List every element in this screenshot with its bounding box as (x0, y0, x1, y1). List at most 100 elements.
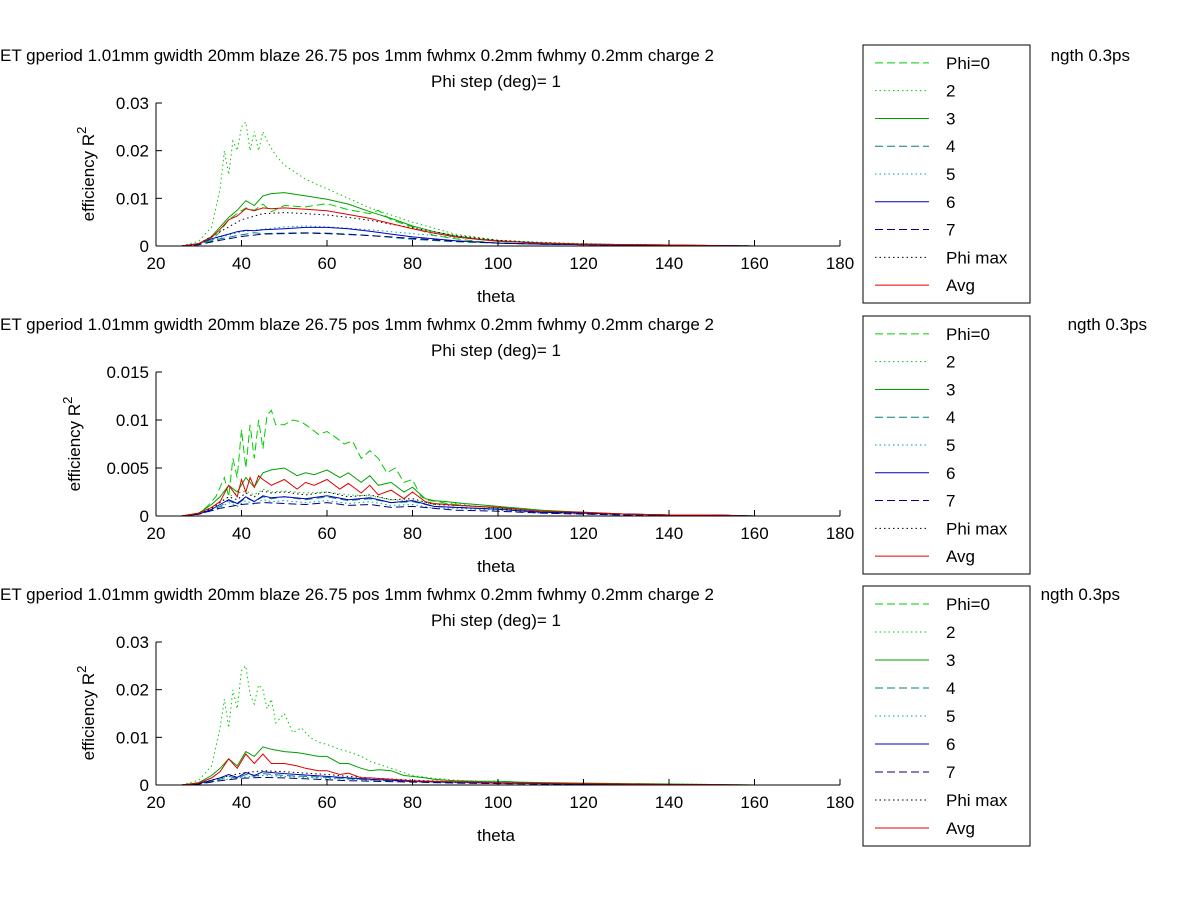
subplot-3-series-line-4 (181, 773, 798, 786)
subplot-1-series-line-2 (181, 120, 798, 247)
subplot-2-y-tick-label: 0 (140, 507, 149, 526)
subplot-1-series-line-7 (181, 232, 798, 247)
subplot-2-title-line2: Phi step (deg)= 1 (431, 341, 561, 360)
subplot-2-x-tick-label: 140 (655, 524, 683, 543)
subplot-3-legend-label: Phi=0 (946, 595, 990, 614)
subplot-2-y-ticks: 0 0.005 0.01 0.015 (106, 363, 162, 526)
subplot-1-legend: Phi=0 2 3 4 5 6 7 Phi max Avg (862, 44, 1031, 304)
subplot-3-y-ticks: 0 0.01 0.02 0.03 (116, 633, 162, 795)
subplot-3-plot-area (156, 642, 840, 785)
subplot-1-x-tick-label: 100 (484, 254, 512, 273)
subplot-3-x-tick-label: 20 (147, 793, 166, 812)
subplot-1-series-line-9 (181, 207, 798, 247)
subplot-2-x-tick-label: 60 (318, 524, 337, 543)
subplot-2-ylabel-text: efficiency R (65, 404, 84, 492)
subplot-3-legend-label: 6 (946, 735, 955, 754)
subplot-2-x-tick-label: 160 (740, 524, 768, 543)
subplot-3: ET gperiod 1.01mm gwidth 20mm blaze 26.7… (0, 585, 1120, 847)
subplot-2-x-tick-label: 20 (147, 524, 166, 543)
subplot-3-legend-box (862, 585, 1031, 847)
subplot-2-y-tick-label: 0.005 (106, 459, 149, 478)
subplot-1-title-tail: ngth 0.3ps (1051, 46, 1130, 65)
subplot-1-legend-label: 6 (946, 193, 955, 212)
subplot-1-x-tick-label: 140 (655, 254, 683, 273)
subplot-3-series-line-2 (181, 664, 798, 786)
subplot-2-legend-label: 3 (946, 380, 955, 399)
subplot-1-ylabel-sup: 2 (74, 127, 89, 134)
subplot-3-x-tick-label: 40 (232, 793, 251, 812)
subplot-2-x-tick-label: 40 (232, 524, 251, 543)
subplot-2-legend-label: 4 (946, 408, 955, 427)
subplot-2-legend-label: 5 (946, 436, 955, 455)
subplot-3-x-tick-label: 140 (655, 793, 683, 812)
subplot-1-x-tick-label: 120 (569, 254, 597, 273)
subplot-3-ylabel-text: efficiency R (79, 673, 98, 761)
subplot-2-series-line-5 (181, 499, 798, 517)
subplot-3-x-tick-label: 160 (740, 793, 768, 812)
subplot-2-legend-box (862, 315, 1031, 575)
subplot-2-series (181, 409, 798, 517)
subplot-1-x-tick-label: 20 (147, 254, 166, 273)
subplot-3-title-line1: ET gperiod 1.01mm gwidth 20mm blaze 26.7… (0, 585, 714, 604)
subplot-3-y-tick-label: 0 (140, 776, 149, 795)
subplot-1-x-tick-label: 80 (403, 254, 422, 273)
subplot-3-legend-label: 5 (946, 707, 955, 726)
subplot-3-legend-label: 4 (946, 679, 955, 698)
subplot-1: ET gperiod 1.01mm gwidth 20mm blaze 26.7… (0, 44, 1130, 306)
subplot-2-legend-label: 7 (946, 492, 955, 511)
subplot-1-series (181, 120, 798, 247)
subplot-1-legend-label: 5 (946, 165, 955, 184)
subplot-2-x-tick-label: 120 (569, 524, 597, 543)
subplot-3-ylabel: efficiency R2 (74, 666, 98, 761)
subplot-3-x-tick-label: 100 (484, 793, 512, 812)
subplot-3-x-tick-label: 80 (403, 793, 422, 812)
subplot-1-legend-label: 4 (946, 137, 955, 156)
subplot-3-y-tick-label: 0.01 (116, 728, 149, 747)
subplot-1-ylabel-text: efficiency R (79, 134, 98, 222)
subplot-2-ylabel-sup: 2 (60, 397, 75, 404)
subplot-3-legend-label: 7 (946, 763, 955, 782)
subplot-1-x-tick-label: 160 (740, 254, 768, 273)
subplot-1-x-tick-label: 40 (232, 254, 251, 273)
subplot-2: ET gperiod 1.01mm gwidth 20mm blaze 26.7… (0, 315, 1147, 576)
subplot-1-xlabel: theta (477, 287, 515, 306)
subplot-2-y-tick-label: 0.01 (116, 411, 149, 430)
subplot-2-ylabel: efficiency R2 (60, 397, 84, 492)
subplot-1-x-tick-label: 180 (826, 254, 854, 273)
subplot-1-x-tick-label: 60 (318, 254, 337, 273)
subplot-2-series-line-9 (181, 474, 798, 517)
subplot-3-xlabel: theta (477, 826, 515, 845)
subplot-3-x-tick-label: 180 (826, 793, 854, 812)
subplot-2-legend-label: Phi max (946, 519, 1008, 538)
subplot-1-y-tick-label: 0.02 (116, 142, 149, 161)
subplot-3-legend-label: 3 (946, 651, 955, 670)
subplot-1-ylabel: efficiency R2 (74, 127, 98, 222)
subplot-1-legend-label: 3 (946, 109, 955, 128)
subplot-3-y-tick-label: 0.02 (116, 681, 149, 700)
subplot-2-title-tail: ngth 0.3ps (1068, 315, 1147, 334)
subplot-1-title-line2: Phi step (deg)= 1 (431, 72, 561, 91)
subplot-1-legend-box (862, 44, 1031, 304)
subplot-1-plot-area (156, 103, 840, 246)
subplot-1-y-tick-label: 0.01 (116, 189, 149, 208)
subplot-3-y-tick-label: 0.03 (116, 633, 149, 652)
subplot-2-xlabel: theta (477, 557, 515, 576)
subplot-1-legend-label: 7 (946, 221, 955, 240)
subplot-3-x-tick-label: 60 (318, 793, 337, 812)
subplot-2-legend-label: Phi=0 (946, 325, 990, 344)
subplot-3-legend-label: Avg (946, 819, 975, 838)
subplot-1-title-line1: ET gperiod 1.01mm gwidth 20mm blaze 26.7… (0, 46, 714, 65)
subplot-2-legend-label: 6 (946, 464, 955, 483)
subplot-2-x-tick-label: 180 (826, 524, 854, 543)
subplot-3-title-tail: ngth 0.3ps (1041, 585, 1120, 604)
subplot-1-y-ticks: 0 0.01 0.02 0.03 (116, 94, 162, 256)
subplot-3-x-ticks: 20 40 60 80 100 120 140 160 180 (147, 779, 854, 812)
subplot-2-title-line1: ET gperiod 1.01mm gwidth 20mm blaze 26.7… (0, 315, 714, 334)
subplot-2-x-ticks: 20 40 60 80 100 120 140 160 180 (147, 510, 854, 543)
subplot-2-x-tick-label: 80 (403, 524, 422, 543)
subplot-1-legend-label: Avg (946, 276, 975, 295)
subplot-3-legend-label: 2 (946, 623, 955, 642)
subplot-2-y-tick-label: 0.015 (106, 363, 149, 382)
subplot-1-y-tick-label: 0 (140, 237, 149, 256)
